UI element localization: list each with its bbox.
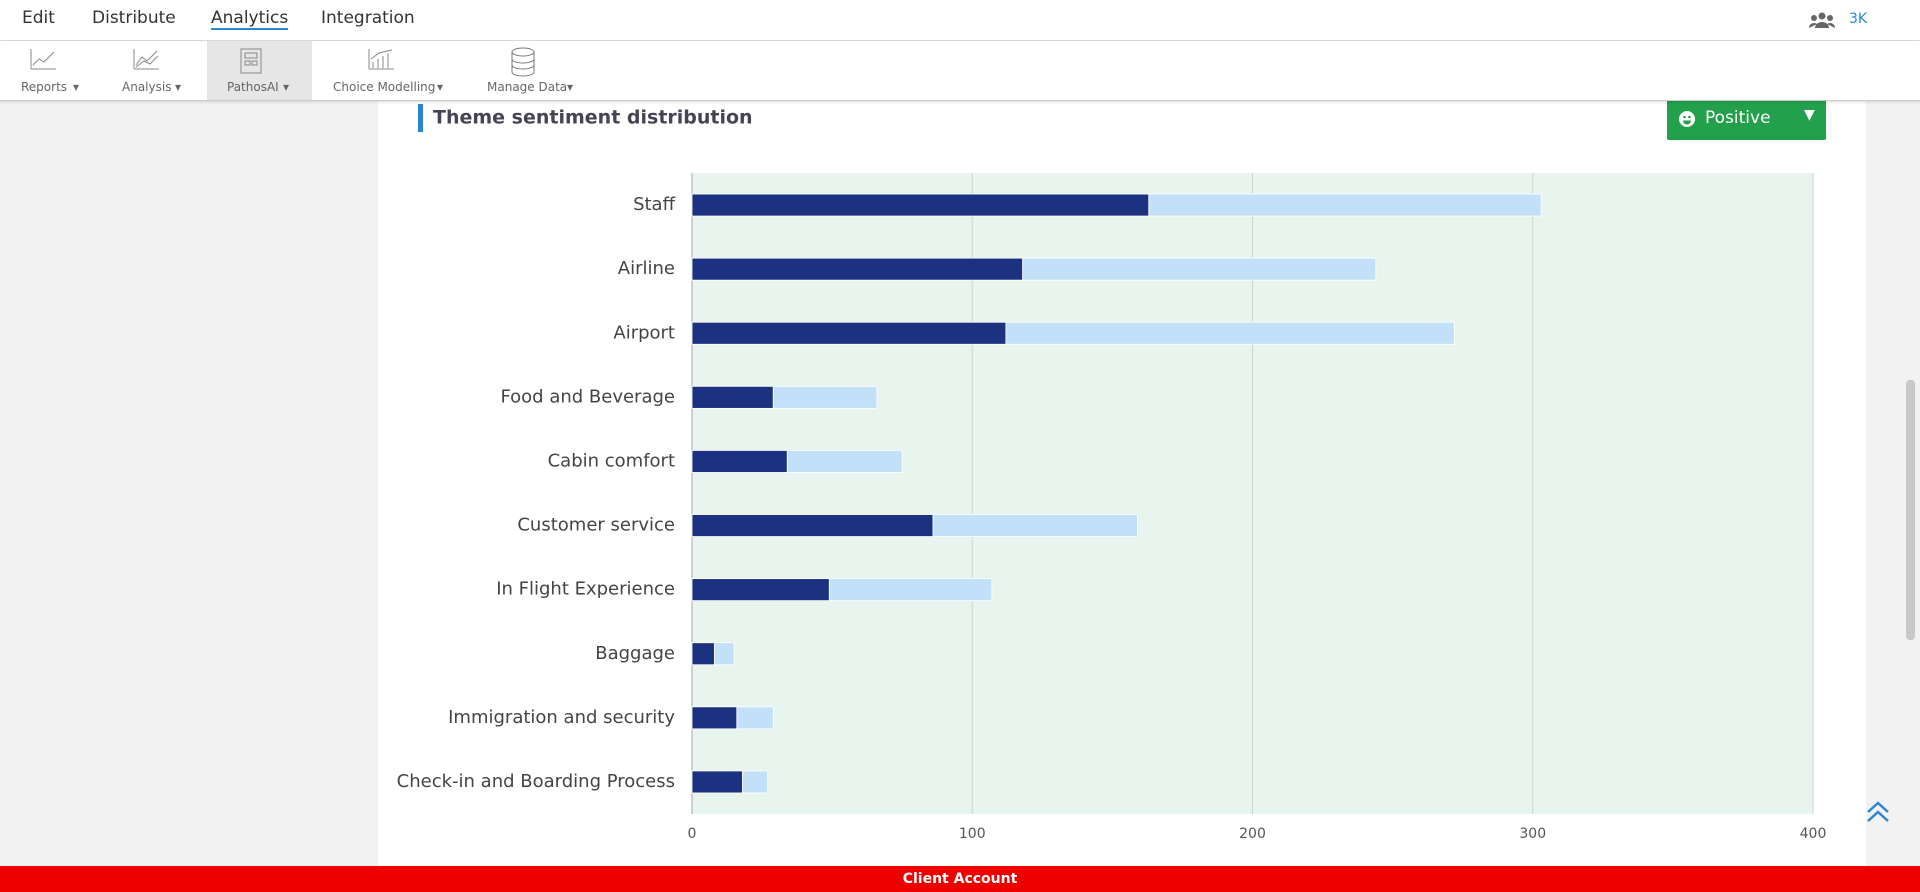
bar-segment xyxy=(691,321,1007,345)
caret: ▾ xyxy=(437,80,444,94)
scrollbar[interactable] xyxy=(1906,380,1915,640)
x-tick-label: 0 xyxy=(688,826,697,842)
x-tick-label: 400 xyxy=(1800,826,1827,842)
bar-segment xyxy=(736,706,774,730)
bar-segment xyxy=(1005,321,1455,345)
bar-segment xyxy=(691,257,1024,281)
y-tick-label: Food and Beverage xyxy=(500,386,675,407)
tool-manage-data[interactable]: Manage Data ▾ xyxy=(487,41,587,100)
caret: ▾ xyxy=(567,80,574,94)
y-tick-label: Immigration and security xyxy=(448,707,675,728)
bar-segment xyxy=(714,642,735,666)
footer-text: Client Account xyxy=(902,871,1018,887)
menu-item[interactable]: Integration xyxy=(321,8,415,28)
caret: ▾ xyxy=(73,80,80,94)
y-tick-label: In Flight Experience xyxy=(496,579,675,600)
y-tick-label: Check-in and Boarding Process xyxy=(397,771,675,792)
chart-title: Theme sentiment distribution xyxy=(433,107,753,129)
bar-segment xyxy=(691,193,1150,217)
menu-item[interactable]: Edit xyxy=(22,8,55,28)
top-nav: Edit Distribute Analytics Integration 3K xyxy=(0,0,1920,41)
bar-segment xyxy=(828,578,993,602)
bar-segment xyxy=(691,385,774,409)
x-tick-label: 300 xyxy=(1519,826,1546,842)
bar-segment xyxy=(932,514,1138,537)
sentiment-filter[interactable]: Positive ▼ xyxy=(1667,98,1826,140)
menu-item[interactable]: Analytics xyxy=(211,8,289,30)
tool-label: Analysis xyxy=(122,80,172,94)
tool-pathosai[interactable]: PathosAI ▾ xyxy=(207,41,312,100)
x-tick-label: 100 xyxy=(959,826,986,842)
x-tick-label: 200 xyxy=(1239,826,1266,842)
title-accent xyxy=(418,104,423,132)
bar-segment xyxy=(742,770,769,794)
footer: Client Account xyxy=(0,866,1920,892)
y-tick-label: Airline xyxy=(618,258,675,279)
tool-label: PathosAI xyxy=(227,80,279,94)
user-count[interactable]: 3K xyxy=(1849,11,1868,27)
toolbar: Reports ▾ Analysis ▾ PathosAI ▾ Choice Mode… xyxy=(0,41,1920,101)
menu-item[interactable]: Distribute xyxy=(92,8,176,28)
tool-label: Choice Modelling xyxy=(333,80,436,94)
scroll-top[interactable] xyxy=(1865,800,1891,824)
caret: ▼ xyxy=(1804,107,1815,123)
bar-segment xyxy=(691,770,743,794)
y-tick-label: Cabin comfort xyxy=(548,450,675,471)
users-icon xyxy=(1809,12,1835,28)
y-tick-label: Airport xyxy=(613,322,675,343)
tool-reports[interactable]: Reports ▾ xyxy=(21,41,91,100)
bar-segment xyxy=(691,642,715,666)
caret: ▾ xyxy=(175,80,182,94)
smile-icon xyxy=(1679,111,1695,127)
bar-segment xyxy=(691,514,934,537)
bar-segment xyxy=(691,706,738,730)
bar-segment xyxy=(691,578,830,602)
bar-segment xyxy=(1022,257,1377,281)
bar-segment xyxy=(1148,193,1542,217)
tool-analysis[interactable]: Analysis ▾ xyxy=(122,41,192,100)
y-tick-label: Staff xyxy=(633,194,676,215)
tool-label: Manage Data xyxy=(487,80,568,94)
bar-segment xyxy=(772,385,878,409)
caret: ▾ xyxy=(283,80,290,94)
y-tick-label: Customer service xyxy=(517,515,675,536)
bar-segment xyxy=(691,450,788,473)
bar-segment xyxy=(786,450,903,473)
tool-label: Reports xyxy=(21,80,68,94)
tool-choice-modelling[interactable]: Choice Modelling ▾ xyxy=(333,41,453,100)
filter-label: Positive xyxy=(1705,108,1771,128)
y-tick-label: Baggage xyxy=(595,643,675,664)
